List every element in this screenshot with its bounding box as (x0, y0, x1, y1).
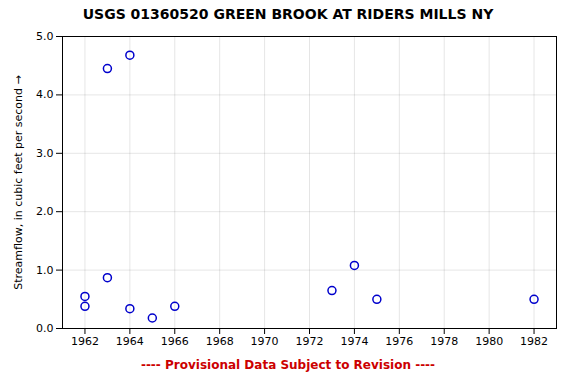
svg-text:1974: 1974 (340, 335, 368, 348)
html-text:USGS 01360520 GREEN BROOK AT R: USGS 01360520 GREEN BROOK AT RIDERS MILL… (82, 6, 494, 22)
svg-text:1970: 1970 (251, 335, 279, 348)
svg-text:1982: 1982 (520, 335, 548, 348)
svg-text:5.0: 5.0 (36, 30, 54, 43)
svg-text:1968: 1968 (206, 335, 234, 348)
svg-text:3.0: 3.0 (36, 147, 54, 160)
svg-text:1980: 1980 (475, 335, 503, 348)
svg-text:0.0: 0.0 (36, 322, 54, 335)
svg-text:1972: 1972 (296, 335, 324, 348)
html-text:---- Provisional Data Subject: ---- Provisional Data Subject to Revisio… (140, 358, 436, 372)
svg-text:1976: 1976 (385, 335, 413, 348)
svg-text:1962: 1962 (71, 335, 99, 348)
svg-text:1964: 1964 (116, 335, 144, 348)
svg-text:Streamflow, in cubic feet per: Streamflow, in cubic feet per second → (12, 75, 25, 290)
svg-text:4.0: 4.0 (36, 88, 54, 101)
svg-text:1.0: 1.0 (36, 264, 54, 277)
svg-text:2.0: 2.0 (36, 205, 54, 218)
svg-text:1966: 1966 (161, 335, 189, 348)
svg-text:1978: 1978 (430, 335, 458, 348)
